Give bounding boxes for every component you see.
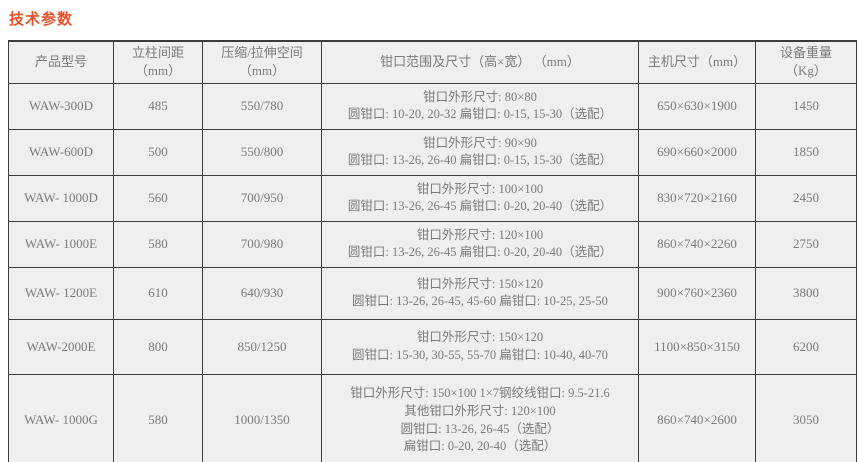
cell-model: WAW-300D bbox=[8, 82, 114, 130]
cell-machine-size: 650×630×1900 bbox=[638, 82, 756, 130]
cell-jaw-range: 钳口外形尺寸: 150×120 圆钳口: 13-26, 26-45, 45-60… bbox=[321, 266, 639, 320]
table-row: WAW-300D 485 550/780 钳口外形尺寸: 80×80 圆钳口: … bbox=[8, 82, 857, 130]
col-header-machine-size: 主机尺寸（mm） bbox=[638, 40, 756, 84]
cell-column-spacing: 610 bbox=[113, 266, 203, 320]
cell-machine-size: 690×660×2000 bbox=[638, 128, 756, 176]
col-header-column-spacing: 立柱间距 （mm） bbox=[113, 40, 203, 84]
cell-weight: 1450 bbox=[755, 82, 857, 130]
cell-machine-size: 860×740×2260 bbox=[638, 220, 756, 268]
cell-weight: 2750 bbox=[755, 220, 857, 268]
cell-jaw-range: 钳口外形尺寸: 150×100 1×7钢绞线钳口: 9.5-21.6 其他钳口外… bbox=[321, 373, 639, 462]
cell-jaw-range: 钳口外形尺寸: 100×100 圆钳口: 13-26, 26-45 扁钳口: 0… bbox=[321, 174, 639, 222]
cell-machine-size: 900×760×2360 bbox=[638, 266, 756, 320]
col-header-weight: 设备重量 （Kg） bbox=[755, 40, 857, 84]
cell-jaw-range: 钳口外形尺寸: 150×120 圆钳口: 15-30, 30-55, 55-70… bbox=[321, 318, 639, 375]
cell-compress-stretch-space: 700/950 bbox=[202, 174, 322, 222]
col-header-jaw-range: 钳口范围及尺寸（高×宽） （mm） bbox=[321, 40, 639, 84]
col-header-model: 产品型号 bbox=[8, 40, 114, 84]
col-header-compress-stretch-space: 压缩/拉伸空间 （mm） bbox=[202, 40, 322, 84]
table-row: WAW-600D 500 550/800 钳口外形尺寸: 90×90 圆钳口: … bbox=[8, 128, 857, 176]
cell-model: WAW- 1200E bbox=[8, 266, 114, 320]
cell-jaw-range: 钳口外形尺寸: 80×80 圆钳口: 10-20, 20-32 扁钳口: 0-1… bbox=[321, 82, 639, 130]
cell-column-spacing: 580 bbox=[113, 220, 203, 268]
cell-jaw-range: 钳口外形尺寸: 90×90 圆钳口: 13-26, 26-40 扁钳口: 0-1… bbox=[321, 128, 639, 176]
table-row: WAW- 1000D 560 700/950 钳口外形尺寸: 100×100 圆… bbox=[8, 174, 857, 222]
page-title: 技术参数 bbox=[9, 11, 74, 28]
table-row: WAW-2000E 800 850/1250 钳口外形尺寸: 150×120 圆… bbox=[8, 318, 857, 375]
cell-machine-size: 860×740×2600 bbox=[638, 373, 756, 462]
cell-model: WAW-2000E bbox=[8, 318, 114, 375]
cell-jaw-range: 钳口外形尺寸: 120×100 圆钳口: 13-26, 26-45 扁钳口: 0… bbox=[321, 220, 639, 268]
cell-machine-size: 830×720×2160 bbox=[638, 174, 756, 222]
cell-compress-stretch-space: 850/1250 bbox=[202, 318, 322, 375]
cell-model: WAW-600D bbox=[8, 128, 114, 176]
table-row: WAW- 1200E 610 640/930 钳口外形尺寸: 150×120 圆… bbox=[8, 266, 857, 320]
cell-compress-stretch-space: 700/980 bbox=[202, 220, 322, 268]
table-row: WAW- 1000G 580 1000/1350 钳口外形尺寸: 150×100… bbox=[8, 373, 857, 462]
cell-machine-size: 1100×850×3150 bbox=[638, 318, 756, 375]
cell-compress-stretch-space: 640/930 bbox=[202, 266, 322, 320]
cell-column-spacing: 485 bbox=[113, 82, 203, 130]
cell-column-spacing: 580 bbox=[113, 373, 203, 462]
cell-column-spacing: 500 bbox=[113, 128, 203, 176]
cell-model: WAW- 1000E bbox=[8, 220, 114, 268]
cell-column-spacing: 560 bbox=[113, 174, 203, 222]
cell-column-spacing: 800 bbox=[113, 318, 203, 375]
cell-weight: 3050 bbox=[755, 373, 857, 462]
cell-weight: 1850 bbox=[755, 128, 857, 176]
cell-compress-stretch-space: 550/780 bbox=[202, 82, 322, 130]
cell-compress-stretch-space: 550/800 bbox=[202, 128, 322, 176]
cell-weight: 2450 bbox=[755, 174, 857, 222]
cell-model: WAW- 1000D bbox=[8, 174, 114, 222]
table-row: WAW- 1000E 580 700/980 钳口外形尺寸: 120×100 圆… bbox=[8, 220, 857, 268]
cell-model: WAW- 1000G bbox=[8, 373, 114, 462]
cell-weight: 3800 bbox=[755, 266, 857, 320]
cell-compress-stretch-space: 1000/1350 bbox=[202, 373, 322, 462]
spec-table: 产品型号 立柱间距 （mm） 压缩/拉伸空间 （mm） 钳口范围及尺寸（高×宽）… bbox=[8, 40, 857, 462]
table-header-row: 产品型号 立柱间距 （mm） 压缩/拉伸空间 （mm） 钳口范围及尺寸（高×宽）… bbox=[8, 40, 857, 84]
cell-weight: 6200 bbox=[755, 318, 857, 375]
